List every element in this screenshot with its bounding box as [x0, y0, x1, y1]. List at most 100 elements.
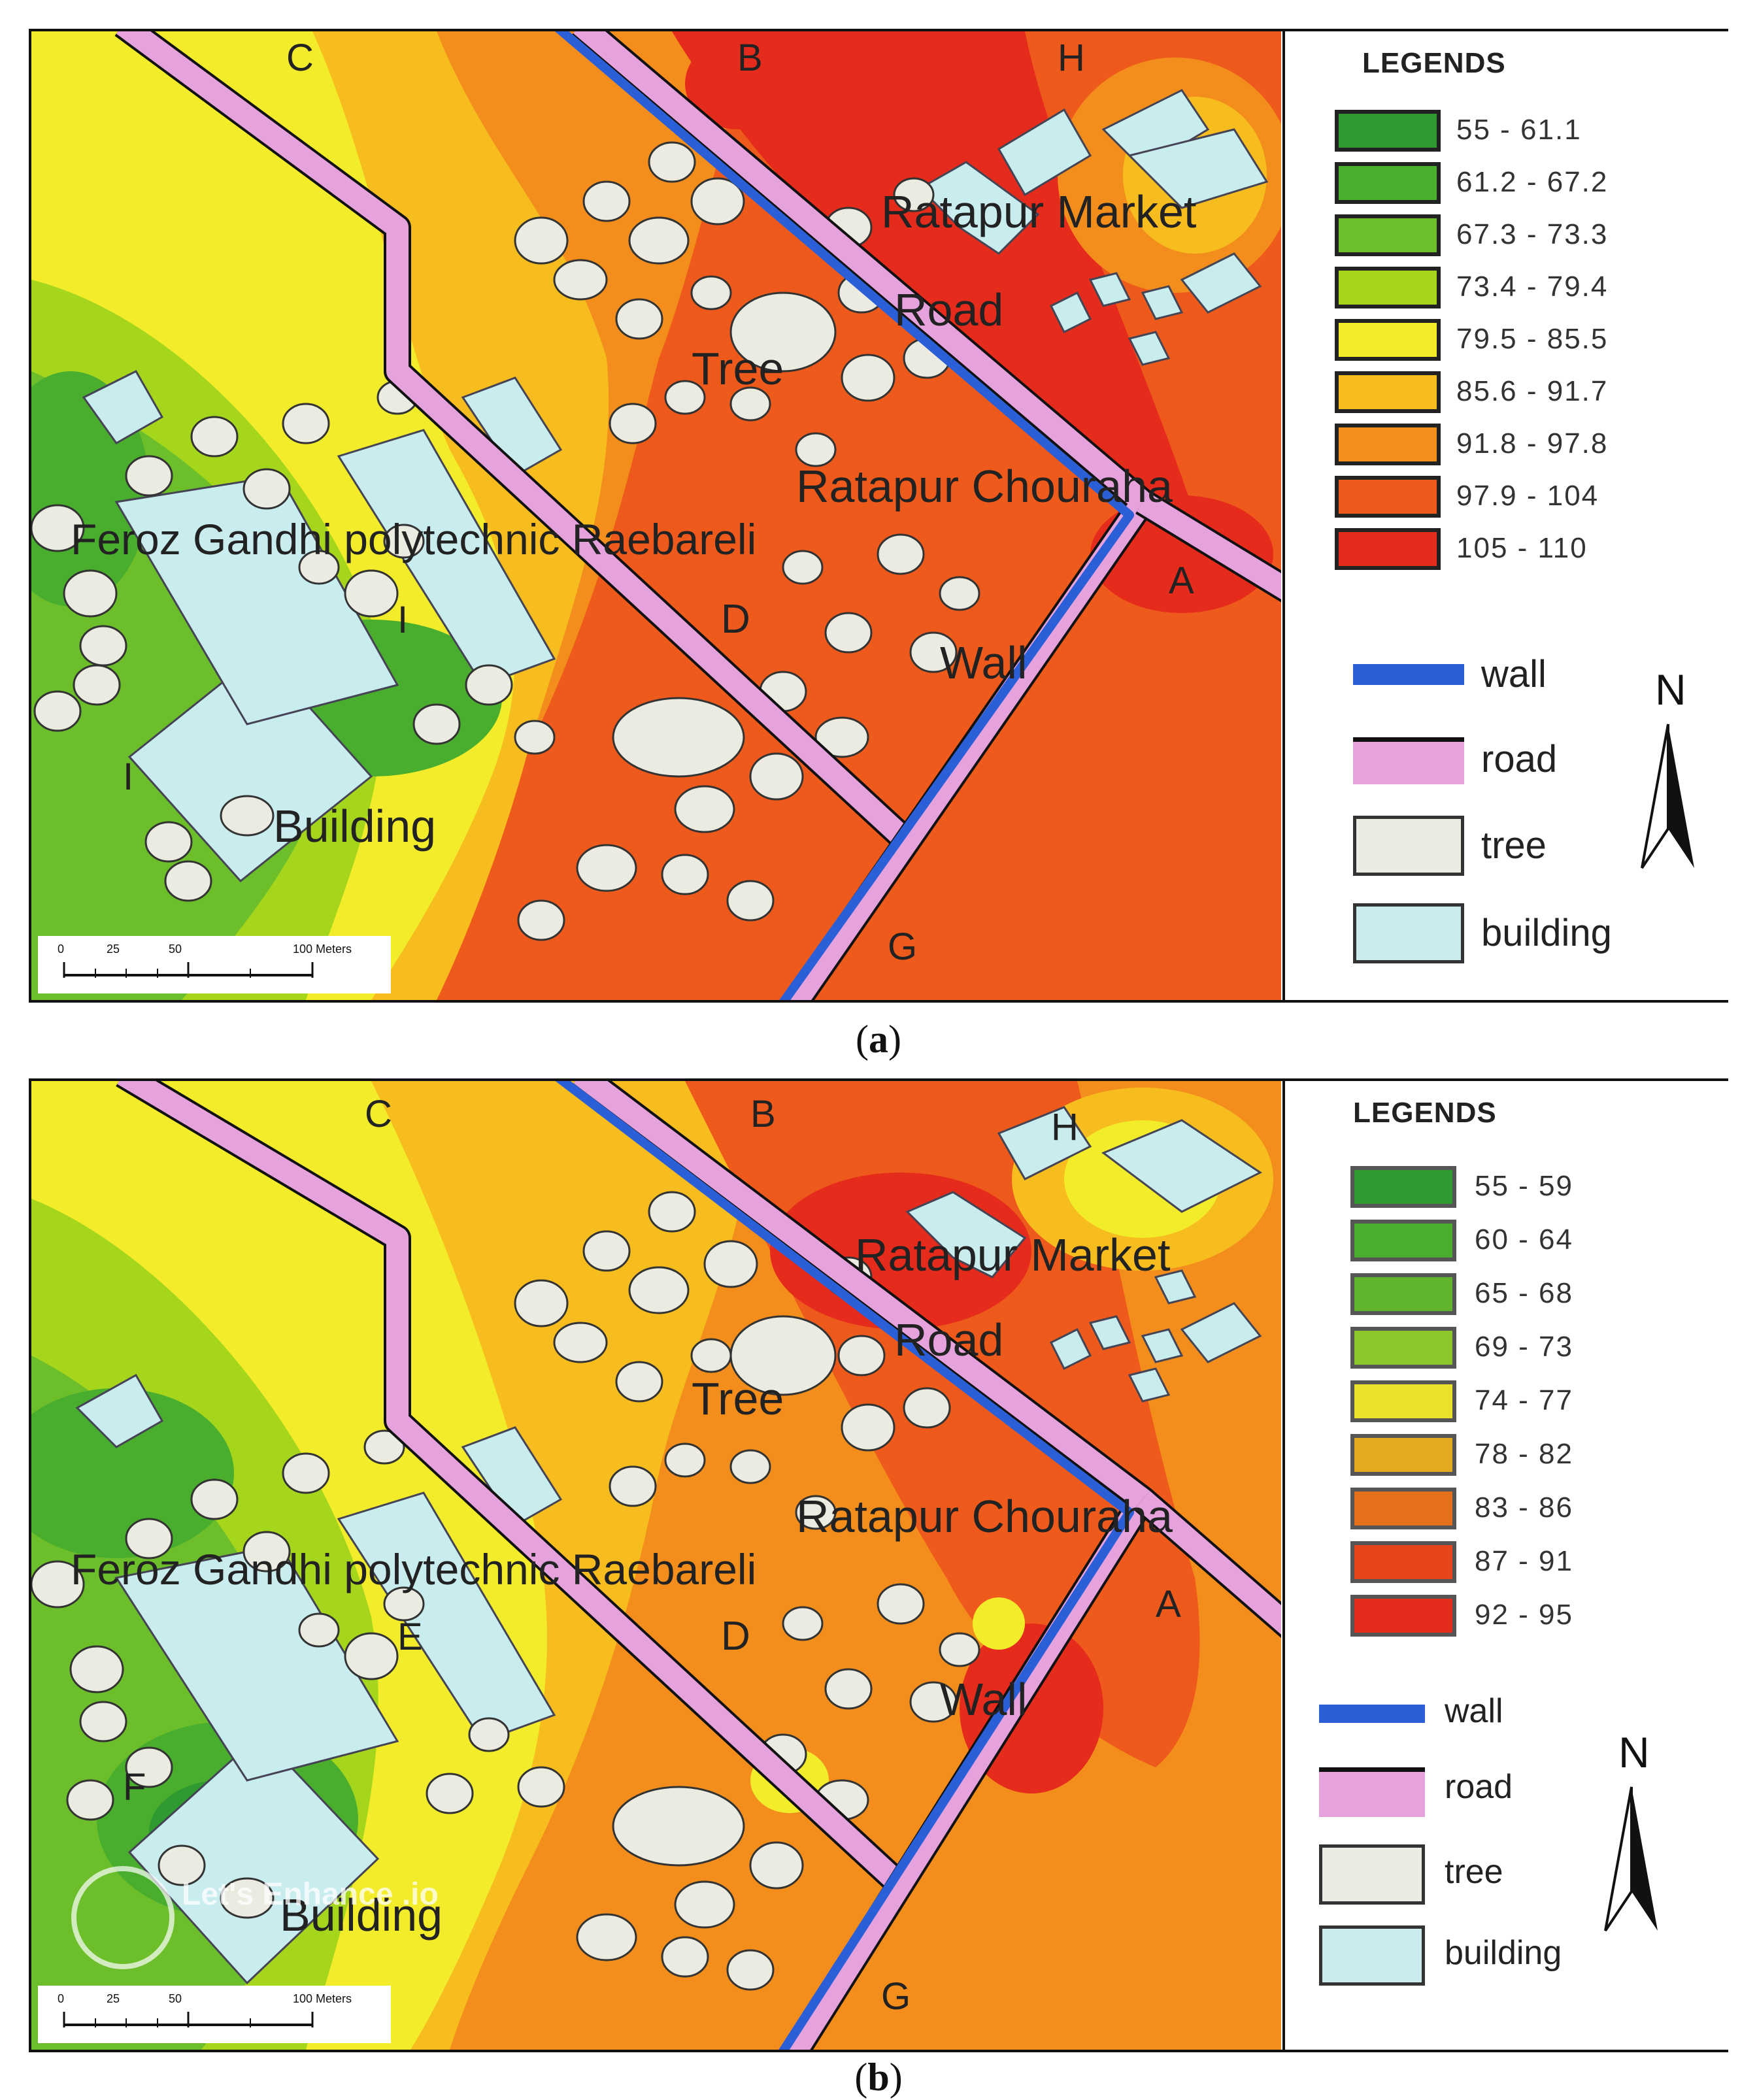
scale-tick-100-b: 100 Meters: [293, 1992, 352, 2005]
scale-tick-0-b: 0: [58, 1992, 65, 2005]
caption-a: (a): [856, 1018, 901, 1061]
caption-letter-b: b: [867, 2056, 890, 2099]
swatch-4-b: [1350, 1327, 1456, 1369]
label-tree-a: Tree: [692, 343, 784, 394]
watermark-text-b: Let's Enhance .io: [182, 1877, 439, 1912]
road-west-b: [117, 1081, 915, 1900]
legend-title-a: LEGENDS: [1362, 47, 1506, 79]
road-legend-label-a: road: [1481, 738, 1558, 780]
scale-tick-50-a: 50: [169, 942, 182, 956]
range-3-b: 65 - 68: [1475, 1277, 1573, 1309]
tree-swatch-a: [1353, 816, 1464, 876]
point-e-b: E: [397, 1616, 423, 1658]
north-label-b: N: [1618, 1728, 1650, 1776]
building-legend-label-a: building: [1481, 912, 1612, 954]
swatch-6-b: [1350, 1434, 1456, 1476]
legend-a: LEGENDS 55 - 61.1 61.2 - 67.2 67.3 - 73.…: [1282, 31, 1728, 1000]
range-8-b: 87 - 91: [1475, 1545, 1573, 1577]
point-g-b: G: [881, 1975, 911, 2018]
point-b-b: B: [750, 1093, 776, 1135]
tree-swatch-b: [1319, 1844, 1425, 1905]
caption-b: (b): [854, 2056, 903, 2099]
point-a-a: A: [1169, 559, 1194, 602]
tree-a: [612, 697, 745, 778]
point-f-b: F: [123, 1766, 146, 1808]
scale-ruler-b: [63, 2012, 314, 2027]
range-5-b: 74 - 77: [1475, 1384, 1573, 1416]
swatch-2-b: [1350, 1220, 1456, 1261]
range-7-a: 91.8 - 97.8: [1456, 427, 1609, 459]
point-h-a: H: [1058, 37, 1085, 79]
map-canvas-b: Ratapur Market Road Tree Ratapur Chourah…: [31, 1081, 1281, 2050]
range-4-a: 73.4 - 79.4: [1456, 271, 1609, 303]
north-arrow-icon-b: N: [1604, 1728, 1658, 1932]
road-swatch-b: [1319, 1767, 1425, 1817]
road-swatch-a: [1353, 737, 1464, 784]
swatch-3-b: [1350, 1273, 1456, 1315]
range-6-a: 85.6 - 91.7: [1456, 375, 1609, 407]
range-9-b: 92 - 95: [1475, 1599, 1573, 1631]
swatch-4-a: [1335, 267, 1441, 308]
swatch-7-a: [1335, 424, 1441, 465]
swatch-9-b: [1350, 1595, 1456, 1637]
legend-title-b: LEGENDS: [1353, 1097, 1497, 1129]
label-road-a: Road: [894, 284, 1003, 335]
label-chouraha-a: Ratapur Chouraha: [796, 461, 1173, 512]
north-label-a: N: [1655, 665, 1686, 714]
label-wall-b: Wall: [940, 1674, 1028, 1725]
scale-ruler-a: [63, 962, 314, 978]
legend-b: LEGENDS 55 - 59 60 - 64 65 - 68 69 - 73 …: [1282, 1081, 1728, 2050]
label-college-a: Feroz Gandhi polytechnic Raebareli: [71, 515, 756, 563]
north-arrow-icon-a: N: [1641, 665, 1694, 869]
scale-bar-b: 0 25 50 100 Meters: [38, 1986, 391, 2043]
range-2-b: 60 - 64: [1475, 1224, 1573, 1256]
zone-red-a: [672, 31, 1195, 518]
point-a-b: A: [1156, 1583, 1181, 1625]
tree-b: [612, 1786, 745, 1867]
scale-tick-50-b: 50: [169, 1992, 182, 2005]
point-g-a: G: [888, 925, 917, 968]
point-b-a: B: [737, 37, 763, 79]
swatch-1-b: [1350, 1166, 1456, 1208]
building-swatch-b: [1319, 1925, 1425, 1986]
trees-b: [31, 1191, 980, 1991]
label-building-b: Building: [280, 1890, 443, 1941]
scale-tick-0-a: 0: [58, 942, 65, 956]
caption-letter-a: a: [869, 1018, 888, 1061]
scale-bar-a: 0 25 50 100 Meters: [38, 936, 391, 993]
tree-legend-label-b: tree: [1445, 1853, 1503, 1891]
point-d-b: D: [721, 1614, 750, 1659]
buildings-b: [75, 1106, 1262, 1985]
point-c-a: C: [286, 37, 314, 79]
road-legend-label-b: road: [1445, 1768, 1513, 1806]
road-west-a: [116, 31, 915, 850]
range-7-b: 83 - 86: [1475, 1492, 1573, 1524]
roads-a: [114, 31, 1281, 1000]
swatch-8-a: [1335, 476, 1441, 518]
point-h-b: H: [1051, 1106, 1079, 1148]
map-canvas-a: Ratapur Market Road Tree Ratapur Chourah…: [31, 31, 1281, 1000]
map-panel-b: Ratapur Market Road Tree Ratapur Chourah…: [29, 1078, 1728, 2052]
swatch-2-a: [1335, 162, 1441, 204]
point-e-a: I: [397, 599, 408, 641]
map-panel-a: Ratapur Market Road Tree Ratapur Chourah…: [29, 29, 1728, 1003]
range-5-a: 79.5 - 85.5: [1456, 323, 1609, 355]
scale-tick-25-a: 25: [107, 942, 120, 956]
tree-legend-label-a: tree: [1481, 824, 1547, 867]
wall-legend-label-b: wall: [1445, 1692, 1503, 1730]
range-2-a: 61.2 - 67.2: [1456, 166, 1609, 198]
scale-tick-100-a: 100 Meters: [293, 942, 352, 956]
range-3-a: 67.3 - 73.3: [1456, 218, 1609, 250]
building-main-a: [127, 650, 373, 883]
wall-swatch-a: [1353, 664, 1464, 685]
range-1-b: 55 - 59: [1475, 1170, 1573, 1202]
swatch-6-a: [1335, 371, 1441, 413]
trees-a: [31, 141, 980, 941]
buildings-a: [82, 89, 1269, 883]
point-d-a: D: [721, 597, 750, 642]
watermark-b: Let's Enhance .io: [71, 1866, 439, 1969]
swatch-7-b: [1350, 1488, 1456, 1529]
swatch-1-a: [1335, 110, 1441, 152]
building-swatch-a: [1353, 903, 1464, 963]
point-c-b: C: [365, 1093, 392, 1135]
